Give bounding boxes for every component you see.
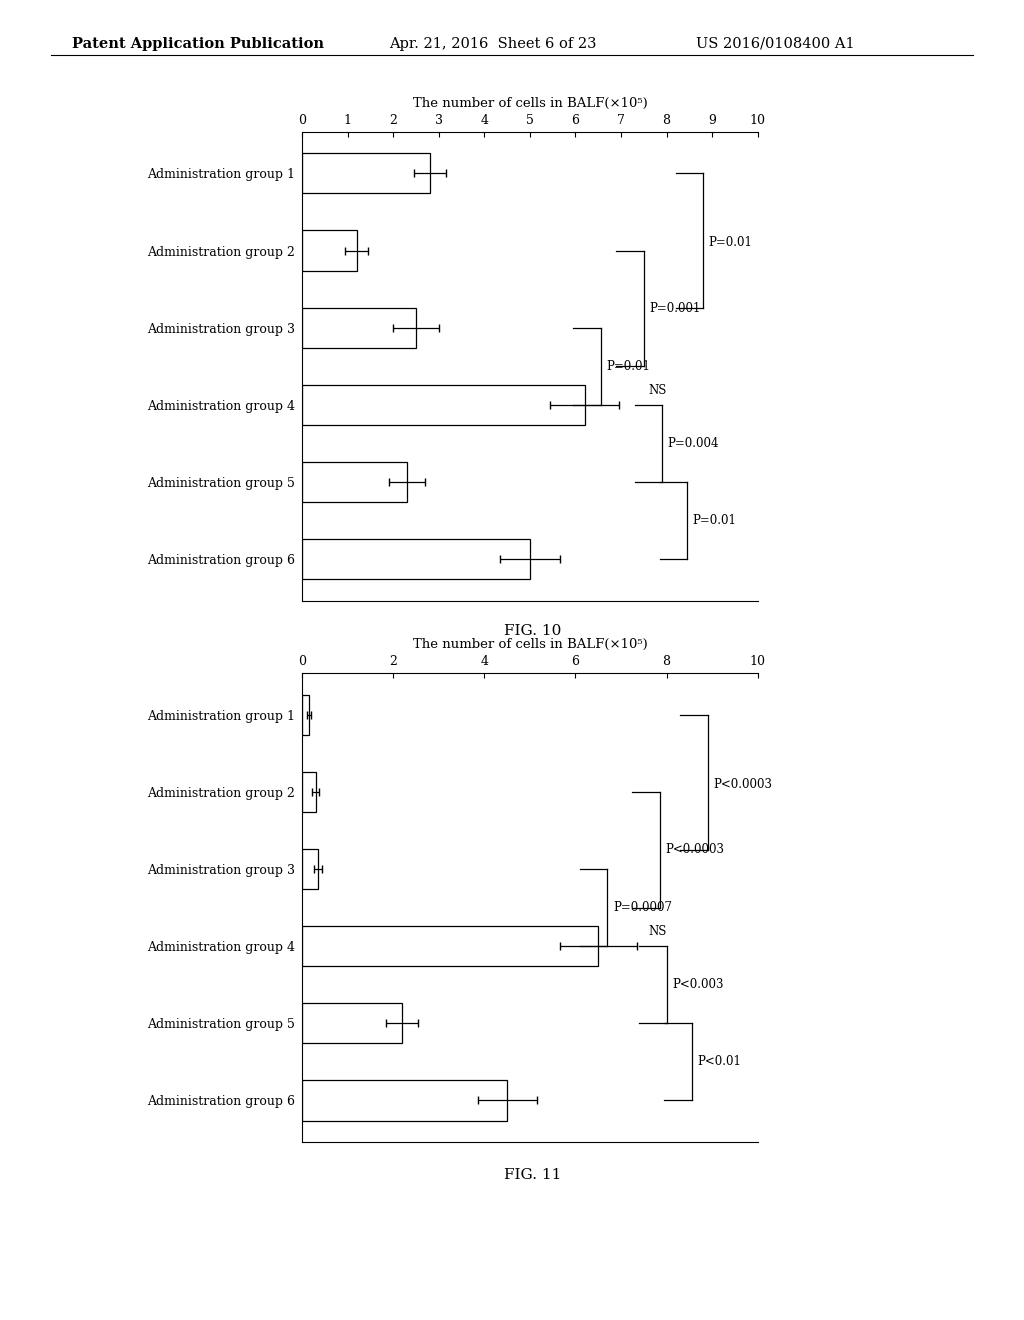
X-axis label: The number of cells in BALF(×10⁵): The number of cells in BALF(×10⁵) [413, 98, 647, 110]
Text: NS: NS [648, 384, 667, 397]
Bar [302, 927, 598, 966]
Bar [302, 385, 585, 425]
Text: US 2016/0108400 A1: US 2016/0108400 A1 [696, 37, 855, 51]
Text: FIG. 11: FIG. 11 [504, 1168, 561, 1183]
Text: P=0.004: P=0.004 [668, 437, 719, 450]
Text: P=0.01: P=0.01 [692, 515, 736, 527]
Text: NS: NS [648, 925, 667, 939]
X-axis label: The number of cells in BALF(×10⁵): The number of cells in BALF(×10⁵) [413, 639, 647, 651]
Bar [302, 153, 430, 194]
Bar [302, 231, 356, 271]
Bar [302, 849, 318, 888]
Text: FIG. 10: FIG. 10 [504, 624, 561, 639]
Text: P<0.0003: P<0.0003 [713, 777, 772, 791]
Text: P<0.0003: P<0.0003 [666, 843, 724, 857]
Text: Apr. 21, 2016  Sheet 6 of 23: Apr. 21, 2016 Sheet 6 of 23 [389, 37, 597, 51]
Text: Patent Application Publication: Patent Application Publication [72, 37, 324, 51]
Bar [302, 539, 530, 579]
Bar [302, 308, 416, 347]
Bar [302, 694, 309, 735]
Text: P<0.003: P<0.003 [672, 978, 724, 991]
Bar [302, 462, 407, 502]
Bar [302, 1003, 402, 1043]
Text: P=0.001: P=0.001 [649, 302, 700, 315]
Text: P=0.01: P=0.01 [606, 360, 650, 372]
Bar [302, 1080, 507, 1121]
Text: P=0.0007: P=0.0007 [612, 902, 672, 913]
Text: P<0.01: P<0.01 [697, 1056, 741, 1068]
Bar [302, 772, 315, 812]
Text: P=0.01: P=0.01 [709, 236, 753, 249]
